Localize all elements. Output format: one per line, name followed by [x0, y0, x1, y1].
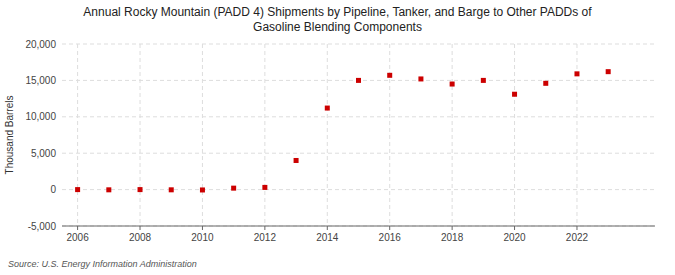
x-tick — [202, 226, 203, 230]
x-tick-label: 2020 — [503, 232, 526, 243]
title: Annual Rocky Mountain (PADD 4) Shipments… — [83, 5, 592, 34]
x-grid-line — [202, 44, 203, 226]
point — [387, 73, 392, 78]
x-grid-line — [77, 44, 78, 226]
point — [543, 81, 548, 86]
point — [138, 187, 143, 192]
point — [418, 76, 423, 81]
y-grid-line — [62, 226, 655, 227]
point — [450, 82, 455, 87]
x-tick-label: 2014 — [316, 232, 339, 243]
point — [356, 78, 361, 83]
y-grid-line — [62, 189, 655, 190]
grid — [62, 44, 655, 226]
x-tick — [140, 226, 141, 230]
point — [325, 106, 330, 111]
x-tick — [77, 226, 78, 230]
x-tick-label: 2008 — [129, 232, 152, 243]
y-tick-label: 5,000 — [31, 148, 56, 159]
x-grid-line — [264, 44, 265, 226]
x-tick — [264, 226, 265, 230]
x-tick-label: 2012 — [254, 232, 277, 243]
x-tick — [576, 226, 577, 230]
x-tick — [452, 226, 453, 230]
x-tick-label: 2006 — [66, 232, 89, 243]
x-grid-line — [514, 44, 515, 226]
point — [231, 186, 236, 191]
point — [169, 187, 174, 192]
point — [106, 187, 111, 192]
y-tick-label: 10,000 — [25, 111, 56, 122]
x-grid-line — [576, 44, 577, 226]
x-grid-line — [140, 44, 141, 226]
x-grid-line — [452, 44, 453, 226]
point — [512, 92, 517, 97]
y-axis-label: Thousand Barrels — [4, 96, 15, 175]
point — [606, 69, 611, 74]
point — [481, 78, 486, 83]
y-grid-line — [62, 116, 655, 117]
point — [574, 71, 579, 76]
axes: -5,000 0 5,000 10,000 15,000 20,000 2006 2008 20… — [25, 39, 655, 244]
x-grid-line — [327, 44, 328, 226]
x-tick — [514, 226, 515, 230]
y-tick-label: 20,000 — [25, 39, 56, 50]
x-tick — [389, 226, 390, 230]
x-tick — [327, 226, 328, 230]
points — [75, 69, 611, 192]
y-tick-label: 15,000 — [25, 75, 56, 86]
x-axis-line — [62, 226, 655, 227]
x-tick-label: 2016 — [379, 232, 402, 243]
source: Source: U.S. Energy Information Administ… — [8, 259, 197, 269]
point — [200, 187, 205, 192]
x-tick-label: 2022 — [566, 232, 589, 243]
y-grid-line — [62, 153, 655, 154]
x-tick-label: 2010 — [191, 232, 214, 243]
y-tick-label: 0 — [50, 184, 56, 195]
y-grid-line — [62, 44, 655, 45]
x-grid-line — [389, 44, 390, 226]
point — [262, 185, 267, 190]
x-tick-label: 2018 — [441, 232, 464, 243]
y-tick-label: -5,000 — [28, 221, 57, 232]
chart: Annual Rocky Mountain (PADD 4) Shipments… — [0, 0, 675, 275]
point — [294, 158, 299, 163]
point — [75, 187, 80, 192]
